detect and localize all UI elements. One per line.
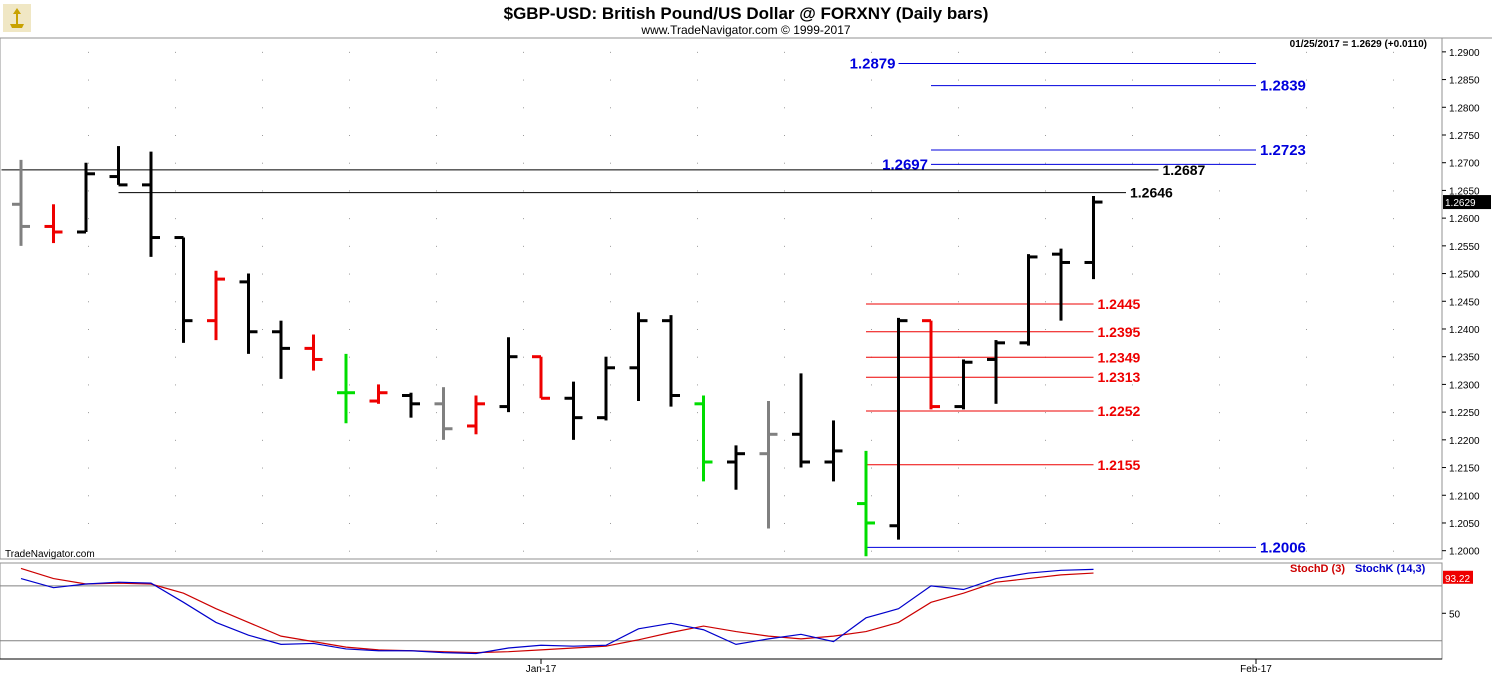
- logo: [3, 4, 31, 32]
- level-label: 1.2252: [1098, 403, 1141, 419]
- ohlc-bar: [434, 387, 453, 440]
- y-tick-label: 1.2650: [1449, 186, 1480, 197]
- y-tick-label: 1.2000: [1449, 547, 1480, 558]
- level-label: 1.2395: [1098, 324, 1141, 340]
- level-label: 1.2646: [1130, 185, 1173, 201]
- ohlc-bar: [304, 334, 323, 371]
- ohlc-bar: [889, 317, 908, 540]
- y-tick-label: 1.2050: [1449, 519, 1480, 530]
- stochastic-indicator: StochD (3) StochK (14,3): [0, 563, 1442, 655]
- ohlc-bar: [792, 373, 810, 468]
- ohlc-bar: [174, 236, 193, 343]
- ohlc-bar: [662, 315, 680, 407]
- ohlc-bar: [499, 337, 518, 413]
- chart-title: $GBP-USD: British Pound/US Dollar @ FORX…: [504, 4, 989, 23]
- ohlc-bar: [824, 420, 843, 482]
- ohlc-bar: [109, 146, 128, 187]
- last-price-tag: 1.2629: [1445, 198, 1476, 209]
- stochk-line: [20, 568, 1094, 655]
- level-label: 1.2723: [1260, 142, 1306, 159]
- ohlc-bar: [1084, 195, 1103, 280]
- price-panel: [0, 37, 1443, 560]
- copyright-text: www.TradeNavigator.com © 1999-2017: [640, 23, 850, 37]
- ohlc-bar: [239, 273, 258, 354]
- ohlc-bar: [1052, 248, 1070, 321]
- stochd-line: [20, 567, 1094, 654]
- ohlc-bar: [597, 356, 615, 421]
- indicator-panel: [0, 562, 1443, 660]
- y-tick-label: 1.2350: [1449, 353, 1480, 364]
- ohlc-bar: [694, 395, 713, 482]
- indicator-legend: StochK (14,3): [1355, 563, 1426, 575]
- level-lines: 1.2879 1.2839 1.2723 1.2697 1.2687 1.2646 1.24…: [1, 55, 1306, 556]
- y-tick-label: 1.2250: [1449, 408, 1480, 419]
- y-tick-label: 1.2900: [1449, 48, 1480, 59]
- ohlc-bar: [922, 319, 940, 410]
- indicator-axis: 50 93.22: [1442, 570, 1473, 620]
- y-tick-label: 1.2550: [1449, 242, 1480, 253]
- ohlc-bar: [207, 270, 225, 341]
- indicator-legend: StochD (3): [1290, 563, 1345, 575]
- y-tick-label: 1.2400: [1449, 325, 1480, 336]
- ohlc-bar: [337, 353, 355, 424]
- x-tick-label: Jan-17: [526, 664, 557, 675]
- y-tick-label: 1.2750: [1449, 131, 1480, 142]
- y-tick-label: 1.2700: [1449, 159, 1480, 170]
- level-label: 1.2006: [1260, 539, 1306, 556]
- ohlc-bar: [77, 162, 95, 234]
- y-tick-label: 1.2800: [1449, 103, 1480, 114]
- level-label: 1.2445: [1098, 296, 1141, 312]
- y-tick-label: 1.2100: [1449, 491, 1480, 502]
- quote-readout: 01/25/2017 = 1.2629 (+0.0110): [1290, 39, 1427, 50]
- level-label: 1.2313: [1098, 369, 1141, 385]
- level-label: 1.2697: [882, 156, 928, 173]
- ohlc-bar: [44, 204, 63, 244]
- ohlc-bar: [369, 384, 388, 404]
- ohlc-bar: [1019, 254, 1038, 346]
- y-tick-label: 1.2500: [1449, 270, 1480, 281]
- ohlc-bar: [629, 312, 648, 402]
- level-label: 1.2839: [1260, 78, 1306, 95]
- ohlc-bar: [727, 445, 745, 490]
- price-bars: [12, 146, 1103, 557]
- y-tick-label: 1.2150: [1449, 464, 1480, 475]
- grid-dots: [88, 51, 1394, 552]
- ohlc-bar: [12, 159, 30, 246]
- y-tick-label: 1.2600: [1449, 214, 1480, 225]
- y-tick-label: 1.2450: [1449, 297, 1480, 308]
- ohlc-bar: [142, 151, 160, 257]
- level-label: 1.2879: [850, 55, 896, 72]
- time-axis: Jan-17 Feb-17: [0, 658, 1442, 675]
- y-tick-label: 1.2300: [1449, 380, 1480, 391]
- y-tick-label: 1.2850: [1449, 76, 1480, 87]
- level-label: 1.2155: [1098, 457, 1141, 473]
- ohlc-bar: [532, 355, 550, 400]
- ohlc-bar: [467, 395, 485, 435]
- ohlc-bar: [564, 381, 583, 440]
- watermark: TradeNavigator.com: [5, 549, 95, 560]
- indicator-last-value: 93.22: [1445, 574, 1470, 585]
- ohlc-bar: [954, 359, 973, 410]
- ohlc-bar: [987, 340, 1005, 404]
- level-label: 1.2349: [1098, 349, 1141, 365]
- ohlc-bar: [759, 401, 778, 529]
- y-axis: 1.2000 1.2050 1.2100 1.2150 1.2200 1.2250 1.23…: [1442, 48, 1491, 558]
- x-tick-label: Feb-17: [1240, 664, 1272, 675]
- y-tick-label: 1.2200: [1449, 436, 1480, 447]
- indicator-tick-label: 50: [1449, 609, 1461, 620]
- level-label: 1.2687: [1163, 162, 1206, 178]
- ohlc-bar: [272, 320, 290, 379]
- ohlc-bar: [857, 450, 875, 557]
- ohlc-bar: [402, 392, 420, 418]
